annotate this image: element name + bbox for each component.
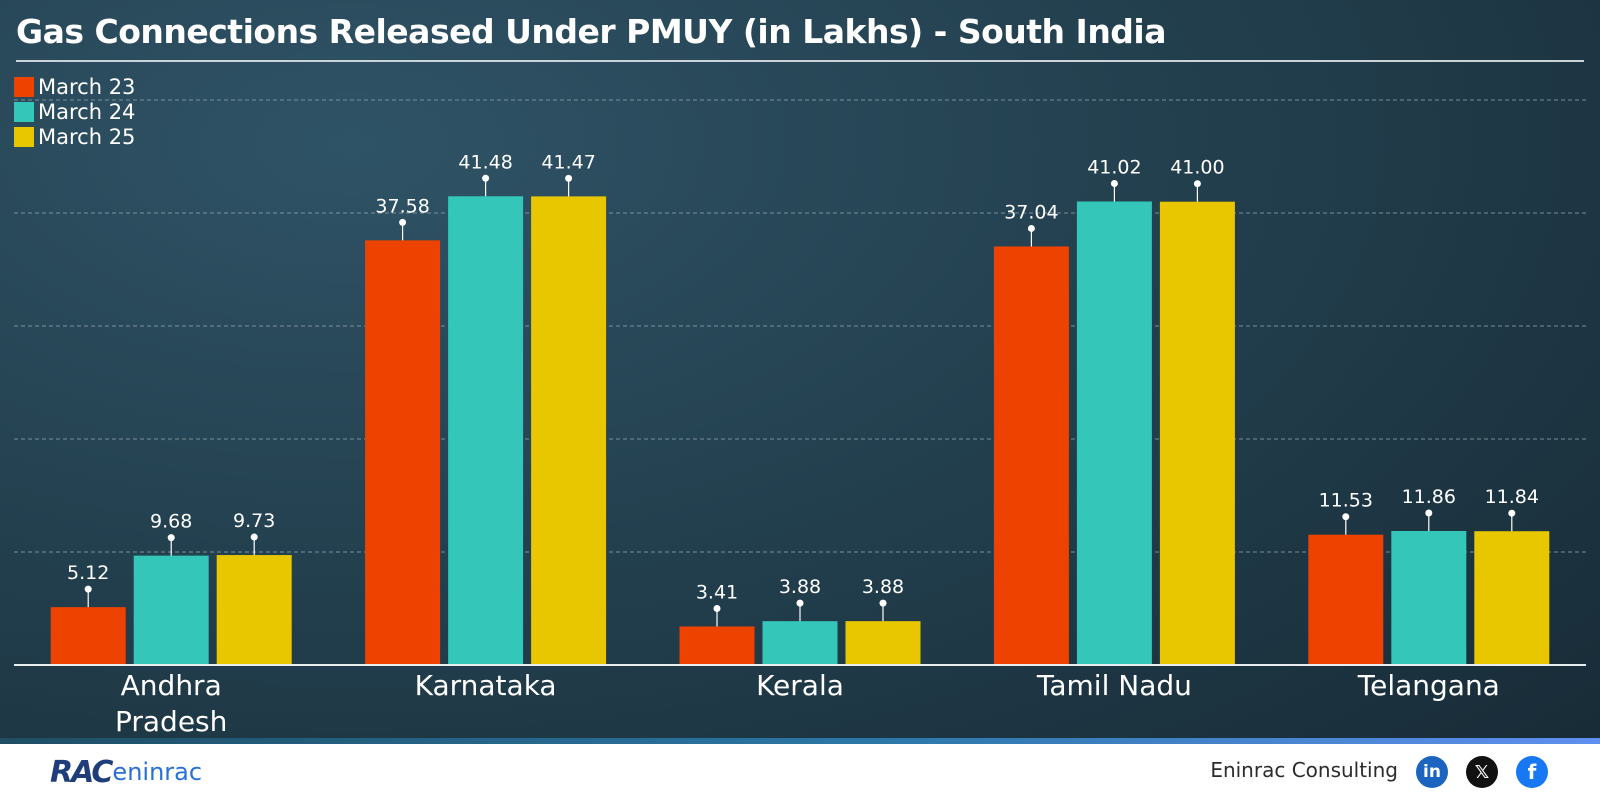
data-label: 9.73 [233,510,275,532]
x-tick-label: Pradesh [115,705,227,738]
bar-telangana-march-24 [1391,530,1467,665]
logo-wordmark: eninrac [112,758,203,786]
bar-tamil-nadu-march-24 [1076,201,1152,665]
legend-item-march-25: March 25 [14,124,135,149]
label-leader-dot [399,218,407,226]
bar-karnataka-march-25 [531,196,607,665]
legend-swatch-march-24 [14,101,34,122]
bar-andhra-pradesh-march-25 [216,555,292,665]
bar-tamil-nadu-march-25 [1159,201,1235,665]
bar-kerala-march-25 [845,621,921,665]
x-tick-label: Kerala [756,669,844,702]
label-leader-dot [1425,509,1433,517]
bar-telangana-march-25 [1474,531,1550,665]
data-label: 11.84 [1485,486,1539,508]
data-label: 37.04 [1004,201,1058,223]
data-label: 11.86 [1402,486,1456,508]
label-leader-dot [1027,224,1035,232]
label-leader-dot [565,174,573,182]
data-label: 5.12 [67,562,109,584]
bar-kerala-march-24 [762,621,838,665]
legend-swatch-march-25 [14,126,34,147]
label-leader-dot [1193,180,1201,188]
label-leader-dot [1110,179,1118,187]
x-tick-label: Tamil Nadu [1036,669,1192,702]
brand-name: Eninrac Consulting [1210,758,1398,782]
label-leader-dot [250,533,258,541]
x-tick-label: Karnataka [415,669,557,702]
label-leader-dot [796,599,804,607]
logo-rac-mark: RAC [50,754,113,790]
bar-telangana-march-23 [1308,534,1384,665]
data-label: 41.02 [1087,156,1141,178]
eninrac-logo: RAC eninrac [50,754,202,790]
bar-karnataka-march-24 [448,196,524,665]
x-tick-label: Telangana [1357,669,1500,702]
data-label: 11.53 [1319,490,1373,512]
data-label: 3.88 [779,576,821,598]
label-leader-dot [1508,509,1516,517]
title-divider [16,60,1584,62]
label-leader-dot [1342,513,1350,521]
facebook-icon[interactable]: f [1516,756,1548,788]
label-leader-dot [713,604,721,612]
data-label: 3.41 [696,581,738,603]
chart-legend: March 23 March 24 March 25 [14,74,135,149]
x-tick-label: Andhra [121,669,222,702]
footer-accent-bar [0,738,1600,744]
data-label: 41.48 [458,151,512,173]
bar-tamil-nadu-march-23 [993,246,1069,665]
data-label: 9.68 [150,511,192,533]
linkedin-icon[interactable]: in [1416,756,1448,788]
legend-label-march-24: March 24 [38,99,136,124]
x-icon[interactable]: 𝕏 [1466,756,1498,788]
legend-label-march-23: March 23 [38,74,136,99]
bar-kerala-march-23 [679,626,755,665]
legend-swatch-march-23 [14,76,34,97]
label-leader-dot [482,174,490,182]
data-label: 3.88 [862,576,904,598]
chart-title: Gas Connections Released Under PMUY (in … [16,12,1167,51]
data-label: 41.00 [1170,157,1224,179]
legend-item-march-24: March 24 [14,99,135,124]
footer: RAC eninrac Eninrac Consulting in 𝕏 f [0,744,1600,800]
legend-item-march-23: March 23 [14,74,135,99]
data-label: 37.58 [375,195,429,217]
label-leader-dot [167,534,175,542]
bar-andhra-pradesh-march-23 [50,607,126,665]
legend-label-march-25: March 25 [38,124,136,149]
label-leader-dot [879,599,887,607]
data-label: 41.47 [541,151,595,173]
bar-karnataka-march-23 [365,240,441,665]
bar-andhra-pradesh-march-24 [133,555,209,665]
label-leader-dot [84,585,92,593]
